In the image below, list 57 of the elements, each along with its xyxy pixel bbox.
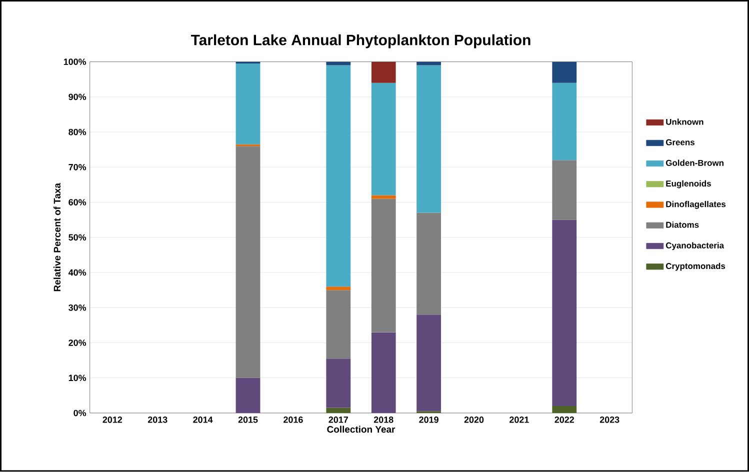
bar <box>326 286 351 290</box>
y-tick-label: 40% <box>68 269 86 276</box>
bar <box>552 82 577 160</box>
y-tick-label: 20% <box>68 340 86 346</box>
x-tick-label: 2021 <box>510 416 529 423</box>
legend-label: Cyanobacteria <box>666 242 724 250</box>
y-tick-label: 10% <box>68 374 86 382</box>
x-tick-label: 2022 <box>554 416 574 423</box>
y-tick-label: 90% <box>68 94 86 100</box>
bar <box>416 65 441 213</box>
bar <box>326 290 351 359</box>
x-tick-label: 2013 <box>148 416 168 423</box>
y-tick-label: 30% <box>68 304 86 311</box>
legend-label: Diatoms <box>666 222 699 228</box>
bar <box>416 212 441 315</box>
y-tick-label: 0% <box>74 410 86 416</box>
legend-label: Cryptomonads <box>666 262 726 271</box>
x-tick-label: 2020 <box>464 416 484 423</box>
y-tick-label: 80% <box>68 128 86 136</box>
x-tick-label: 2014 <box>193 416 213 423</box>
x-tick-label: 2018 <box>374 416 394 423</box>
y-tick-label: 100% <box>64 58 86 66</box>
chart-title: Tarleton Lake Annual Phytoplankton Population <box>190 34 530 48</box>
bar <box>236 64 260 144</box>
x-tick-label: 2023 <box>600 416 620 423</box>
legend-label: Golden-Brown <box>666 160 724 166</box>
x-axis-title: Collection Year <box>327 426 396 433</box>
bar <box>371 195 396 199</box>
x-tick-label: 2015 <box>238 416 258 423</box>
x-tick-label: 2016 <box>284 416 303 423</box>
y-axis-title: Relative Percent of Taxa <box>54 183 61 292</box>
bar <box>371 62 396 83</box>
x-tick-label: 2017 <box>328 416 348 423</box>
bar <box>371 332 396 414</box>
bar <box>371 82 396 196</box>
bar <box>236 378 260 414</box>
x-tick-label: 2019 <box>419 416 438 423</box>
legend-label: Greens <box>666 139 694 146</box>
legend-label: Unknown <box>666 118 704 125</box>
bar <box>326 408 351 414</box>
bar <box>326 65 351 287</box>
bar <box>552 62 577 83</box>
x-tick-label: 2012 <box>102 416 122 423</box>
y-tick-label: 50% <box>68 234 86 241</box>
bar <box>552 220 577 406</box>
bar <box>416 62 441 66</box>
bar <box>326 358 351 408</box>
bar <box>371 198 396 332</box>
bar <box>416 314 441 412</box>
bar <box>326 62 351 66</box>
legend-label: Euglenoids <box>666 180 711 188</box>
bar <box>236 146 260 378</box>
legend-label: Dinoflagellates <box>666 201 726 209</box>
bar <box>552 406 577 414</box>
y-tick-label: 60% <box>68 199 86 206</box>
y-tick-label: 70% <box>68 164 86 170</box>
bar <box>552 160 577 220</box>
